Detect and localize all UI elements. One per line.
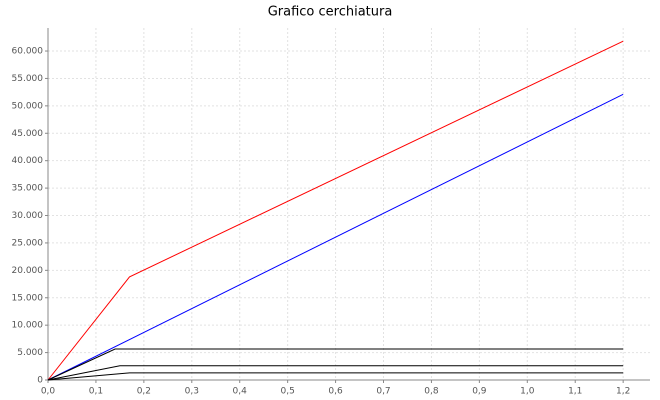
y-tick-label: 60.000 xyxy=(12,47,44,57)
x-tick-label: 0,9 xyxy=(472,387,487,397)
chart-title: Grafico cerchiatura xyxy=(268,5,393,20)
x-tick-label: 0,6 xyxy=(328,387,343,397)
y-tick-label: 50.000 xyxy=(12,101,44,111)
x-tick-label: 1,1 xyxy=(568,387,582,397)
y-tick-label: 55.000 xyxy=(12,74,44,84)
x-tick-label: 0,8 xyxy=(424,387,439,397)
y-tick-label: 10.000 xyxy=(12,321,44,331)
y-tick-label: 30.000 xyxy=(12,211,44,221)
line-series xyxy=(47,40,624,381)
y-tick-label: 20.000 xyxy=(12,266,44,276)
line-series xyxy=(47,93,624,381)
y-tick-label: 0 xyxy=(37,376,43,386)
x-tick-label: 0,3 xyxy=(185,387,199,397)
x-tick-label: 0,7 xyxy=(376,387,390,397)
y-tick-label: 45.000 xyxy=(12,129,44,139)
x-tick-label: 0,5 xyxy=(280,387,294,397)
y-tick-label: 35.000 xyxy=(12,184,44,194)
y-tick-label: 5.000 xyxy=(17,348,43,358)
x-tick-label: 0,4 xyxy=(233,387,248,397)
y-tick-label: 25.000 xyxy=(12,238,44,248)
y-tick-label: 15.000 xyxy=(12,293,44,303)
x-tick-label: 0,0 xyxy=(41,387,56,397)
line-series xyxy=(47,365,624,381)
y-tick-label: 40.000 xyxy=(12,156,44,166)
x-tick-label: 0,1 xyxy=(89,387,103,397)
x-tick-label: 1,0 xyxy=(520,387,535,397)
line-series xyxy=(47,372,624,381)
x-tick-label: 1,2 xyxy=(616,387,630,397)
line-series xyxy=(47,348,624,381)
x-tick-label: 0,2 xyxy=(137,387,151,397)
